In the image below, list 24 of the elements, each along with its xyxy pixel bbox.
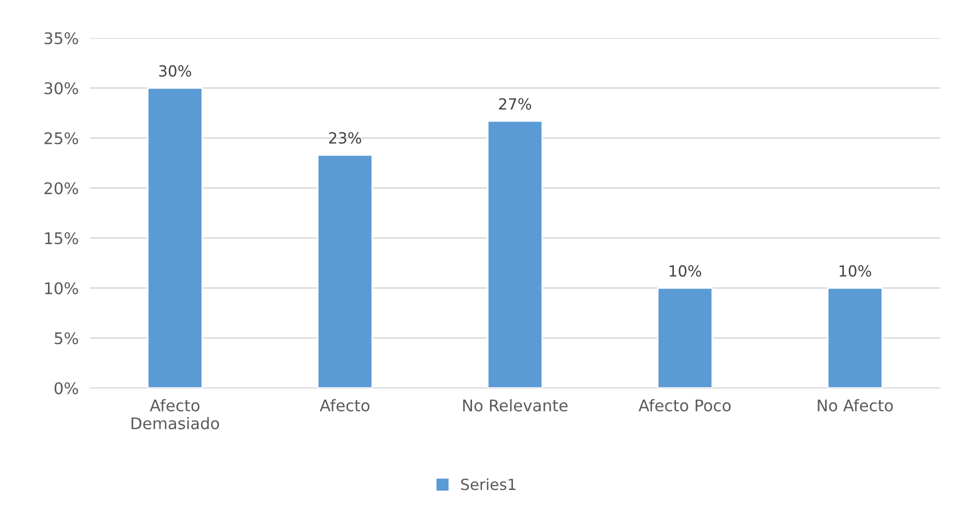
data-label: 10% (670, 265, 702, 277)
y-tick-label: 25% (44, 132, 78, 144)
bar (317, 154, 373, 388)
x-tick-label: No Afecto (818, 399, 893, 412)
bar (827, 287, 883, 388)
y-tick-label: 10% (45, 282, 78, 294)
x-tick-label: Afecto (320, 399, 370, 412)
y-tick-label: 20% (44, 182, 78, 194)
y-tick-label: 35% (44, 32, 78, 44)
x-tick-label: No Relevante (463, 399, 568, 412)
data-label: 27% (499, 98, 532, 110)
x-tick-label: Afecto Poco (638, 399, 731, 412)
bar (487, 120, 543, 388)
y-tick-label: 5% (54, 332, 78, 344)
data-label: 30% (159, 65, 192, 77)
data-label: 10% (840, 265, 872, 277)
x-tick-label: Afecto Demasiado (132, 399, 220, 430)
legend-label: Series1 (461, 478, 516, 490)
y-tick-label: 15% (45, 232, 78, 244)
bar (147, 87, 203, 388)
y-tick-label: 30% (44, 82, 78, 94)
bar (657, 287, 713, 388)
y-tick-label: 0% (54, 382, 78, 394)
data-label: 23% (329, 132, 362, 144)
